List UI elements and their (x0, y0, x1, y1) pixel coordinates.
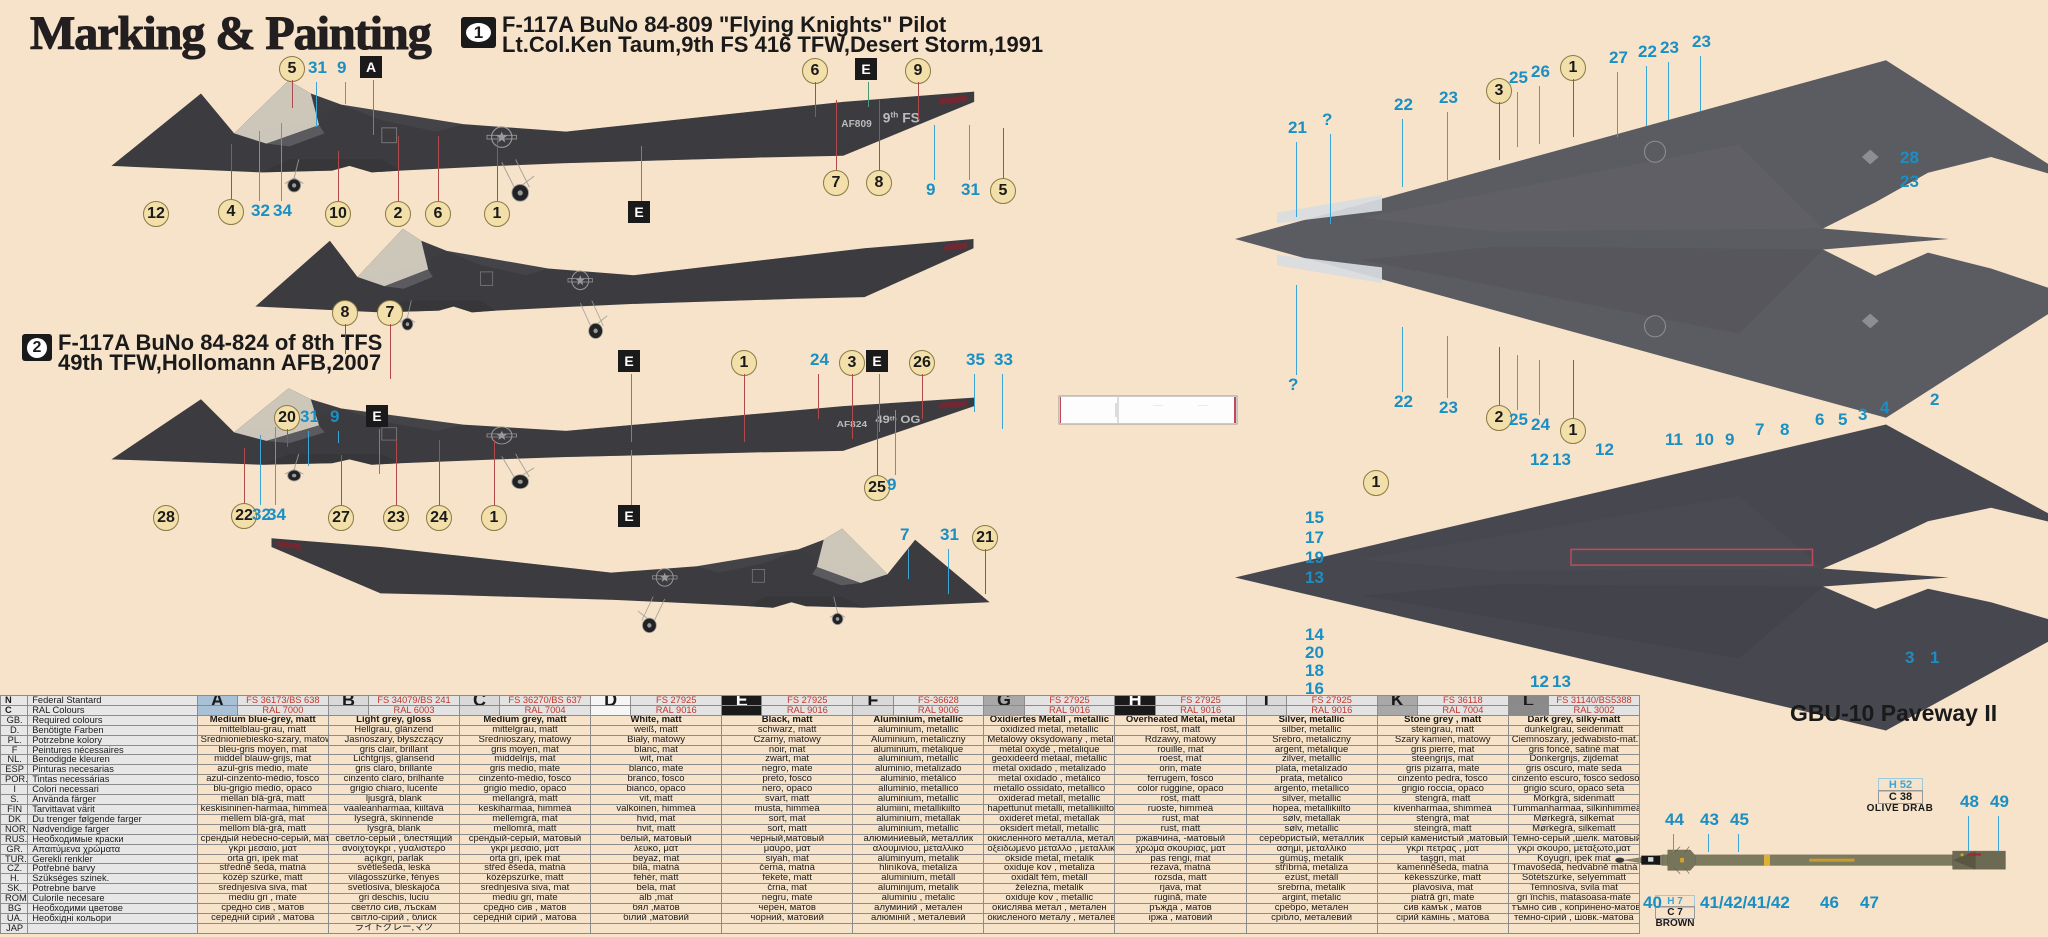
svg-text:-----: ----- (1198, 403, 1208, 409)
svg-text:9th FS: 9th FS (883, 109, 920, 125)
svg-text:-----: ----- (1153, 403, 1163, 409)
svg-text:AF809: AF809 (841, 119, 872, 130)
svg-text:49th OG: 49th OG (875, 413, 920, 426)
